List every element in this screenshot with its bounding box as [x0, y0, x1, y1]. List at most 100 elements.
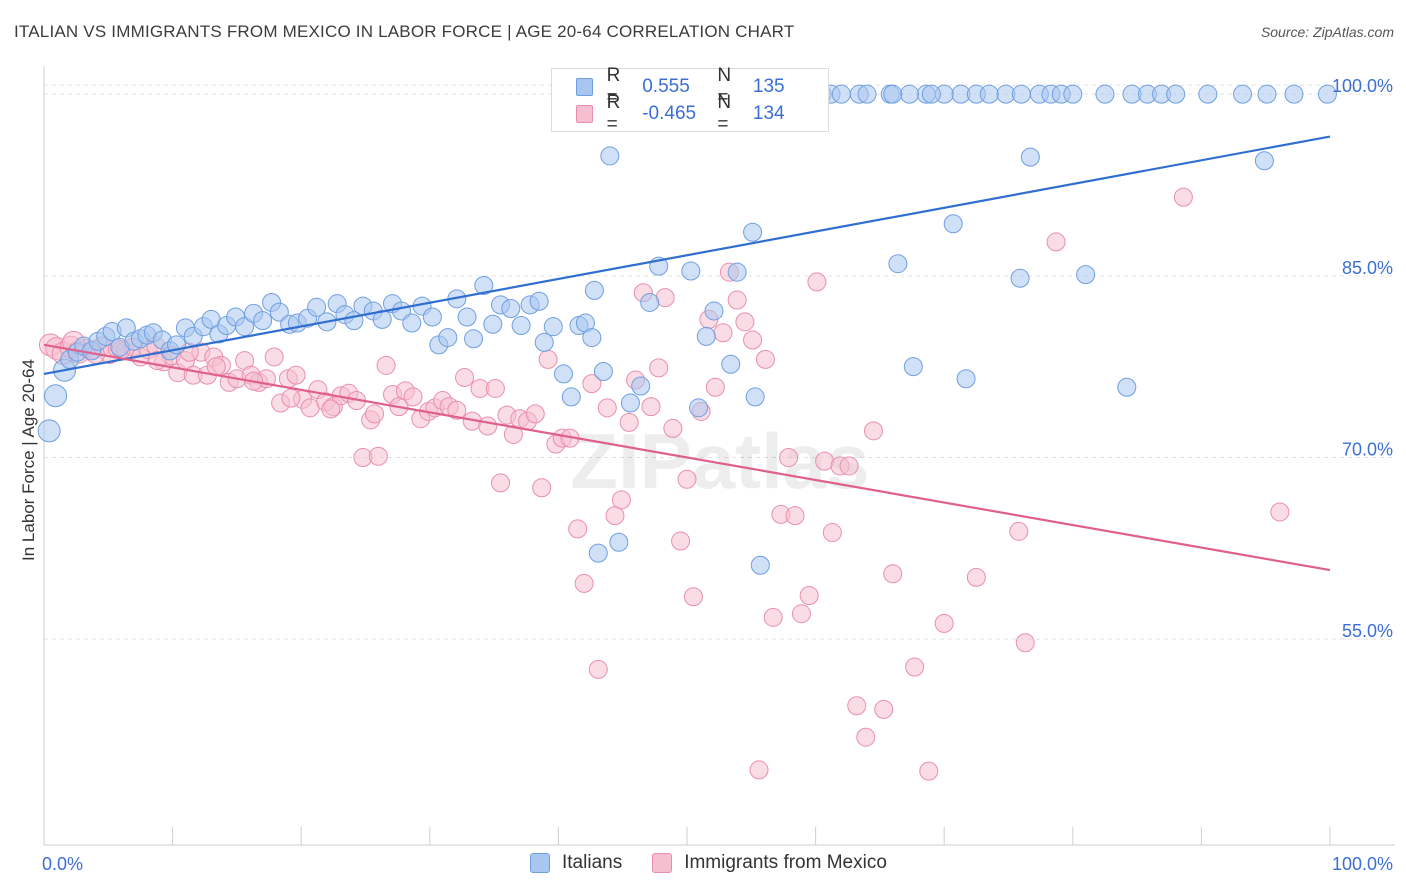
- point-mexico: [785, 506, 805, 526]
- point-mexico: [883, 564, 903, 584]
- point-mexico: [568, 519, 588, 539]
- point-mexico: [791, 604, 811, 624]
- x-tick-label: 0.0%: [42, 854, 83, 874]
- point-mexico: [538, 349, 558, 369]
- point-mexico: [532, 478, 552, 498]
- point-mexico: [755, 349, 775, 369]
- point-mexico: [807, 272, 827, 292]
- legend-row-italians: R = 0.555 N = 135: [576, 65, 828, 108]
- point-mexico: [727, 290, 747, 310]
- point-italians: [511, 315, 531, 335]
- point-mexico: [934, 613, 954, 633]
- legend-item-mexico[interactable]: Immigrants from Mexico: [652, 852, 887, 874]
- point-italians: [943, 214, 963, 234]
- point-italians: [1198, 84, 1218, 104]
- correlation-legend: R = 0.555 N = 135 R = -0.465 N = 134: [551, 65, 829, 135]
- point-italians: [483, 314, 503, 334]
- point-italians: [609, 532, 629, 552]
- point-italians: [534, 332, 554, 352]
- legend-n-label: N =: [717, 65, 732, 108]
- point-mexico: [321, 399, 341, 419]
- point-mexico: [574, 573, 594, 593]
- legend-n-value: 135: [752, 76, 785, 97]
- point-mexico: [779, 447, 799, 467]
- point-italians: [689, 398, 709, 418]
- point-italians: [743, 222, 763, 242]
- point-mexico: [683, 587, 703, 607]
- point-italians: [593, 361, 613, 381]
- legend-item-italians[interactable]: Italians: [530, 852, 622, 874]
- y-tick-label: 55.0%: [1342, 621, 1393, 641]
- legend-n-label: N =: [717, 92, 732, 135]
- axes-layer: [43, 66, 1395, 846]
- point-mexico: [677, 469, 697, 489]
- point-italians: [1254, 151, 1274, 171]
- legend-r-label: R =: [606, 92, 621, 135]
- point-mexico: [611, 490, 631, 510]
- point-italians: [1011, 84, 1031, 104]
- legend-r-label: R =: [606, 65, 621, 108]
- point-italians: [903, 357, 923, 377]
- trend-line-italians: [43, 135, 1331, 375]
- y-tick-label: 70.0%: [1342, 439, 1393, 459]
- point-italians: [1063, 84, 1083, 104]
- point-italians: [831, 84, 851, 104]
- point-italians: [600, 146, 620, 166]
- point-mexico: [735, 312, 755, 332]
- point-mexico: [281, 388, 301, 408]
- point-mexico: [856, 727, 876, 747]
- point-mexico: [485, 378, 505, 398]
- point-mexico: [1009, 521, 1029, 541]
- point-italians: [888, 254, 908, 274]
- series-legend: Italians Immigrants from Mexico: [530, 852, 917, 874]
- point-italians: [44, 384, 68, 408]
- legend-r-value: 0.555: [642, 76, 690, 97]
- point-mexico: [799, 586, 819, 606]
- point-mexico: [919, 761, 939, 781]
- point-italians: [921, 84, 941, 104]
- point-mexico: [905, 657, 925, 677]
- point-italians: [727, 262, 747, 282]
- point-italians: [438, 328, 458, 348]
- y-tick-label: 100.0%: [1332, 76, 1393, 96]
- point-italians: [696, 326, 716, 346]
- point-mexico: [863, 421, 883, 441]
- point-mexico: [874, 699, 894, 719]
- point-mexico: [649, 358, 669, 378]
- point-italians: [464, 329, 484, 349]
- point-italians: [631, 376, 651, 396]
- point-mexico: [663, 418, 683, 438]
- point-mexico: [763, 607, 783, 627]
- legend-swatch-mexico: [652, 853, 673, 873]
- point-italians: [1010, 268, 1030, 288]
- point-italians: [501, 299, 521, 319]
- point-mexico: [839, 456, 859, 476]
- legend-swatch-mexico: [576, 105, 593, 123]
- point-italians: [704, 301, 724, 321]
- chart-title: ITALIAN VS IMMIGRANTS FROM MEXICO IN LAB…: [14, 22, 795, 41]
- point-italians: [529, 291, 549, 311]
- point-italians: [402, 313, 422, 333]
- point-italians: [588, 543, 608, 563]
- point-mexico: [491, 473, 511, 493]
- point-italians: [235, 317, 255, 337]
- point-mexico: [847, 696, 867, 716]
- point-italians: [956, 369, 976, 389]
- legend-n-value: 134: [752, 103, 785, 124]
- point-mexico: [368, 446, 388, 466]
- point-italians: [582, 328, 602, 348]
- source-label: Source: ZipAtlas.com: [1260, 24, 1394, 40]
- point-italians: [253, 311, 273, 331]
- point-mexico: [1015, 633, 1035, 653]
- point-italians: [584, 280, 604, 300]
- point-italians: [1233, 84, 1253, 104]
- point-mexico: [365, 404, 385, 424]
- point-italians: [857, 84, 877, 104]
- point-mexico: [376, 355, 396, 375]
- point-italians: [750, 555, 770, 575]
- point-italians: [1257, 84, 1277, 104]
- point-mexico: [1046, 232, 1066, 252]
- point-mexico: [588, 659, 608, 679]
- legend-label-mexico: Immigrants from Mexico: [684, 852, 887, 873]
